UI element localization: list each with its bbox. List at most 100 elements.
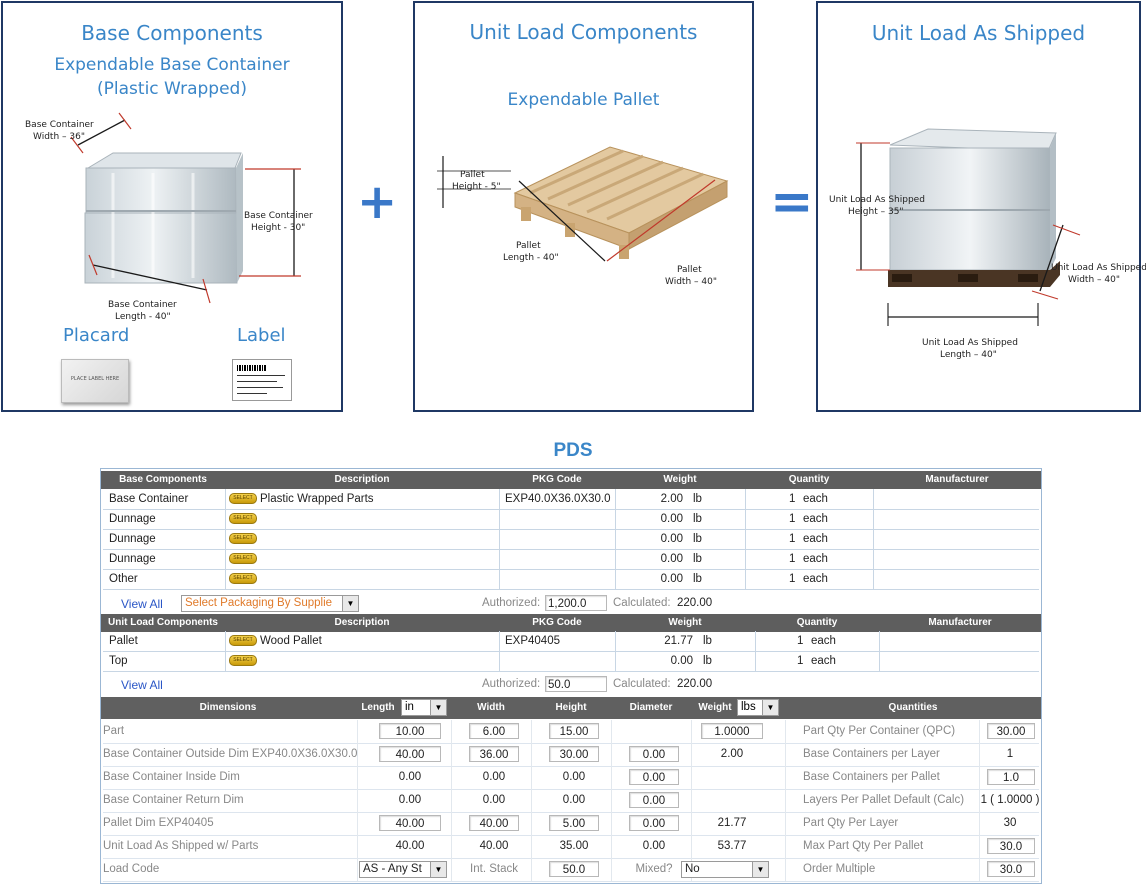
diameter-input[interactable]: 0.00	[629, 815, 679, 831]
select-button[interactable]: SELECT	[229, 553, 257, 565]
dimension-row: Base Container Inside Dim 0.00 0.00 0.00 0.0…	[103, 766, 1039, 790]
column-divider	[691, 766, 692, 789]
dimension-label: Unit Load As Shipped w/ Parts	[103, 840, 259, 852]
select-button[interactable]: SELECT	[229, 493, 257, 505]
quantity-input[interactable]: 1.0	[987, 769, 1035, 785]
chevron-down-icon[interactable]: ▼	[762, 700, 778, 715]
quantity-unit: each	[803, 553, 828, 565]
column-divider	[357, 743, 358, 766]
column-divider	[531, 720, 532, 743]
quantity-unit: each	[803, 533, 828, 545]
dimension-label: Base Container Inside Dim	[103, 771, 240, 783]
chevron-down-icon[interactable]: ▼	[342, 596, 358, 611]
length-input[interactable]: 40.00	[379, 815, 441, 831]
length-select-value: AS - Any St	[363, 863, 422, 875]
quantity-label: Base Containers per Pallet	[803, 771, 940, 783]
quantity-input[interactable]: 30.00	[987, 723, 1035, 739]
select-button[interactable]: SELECT	[229, 655, 257, 667]
component-name: Base Container	[109, 493, 189, 505]
pallet-width-annotation-line1: Pallet	[677, 265, 702, 275]
column-divider	[225, 489, 226, 509]
description-text: Wood Pallet	[260, 635, 322, 647]
quantity-value: 1 ( 1.0000 )	[980, 794, 1040, 806]
table-row: Dunnage SELECT 0.00 lb 1 each	[103, 549, 1039, 570]
column-divider	[785, 766, 786, 789]
length-input[interactable]: 40.00	[379, 746, 441, 762]
quantity-label: Max Part Qty Per Pallet	[803, 840, 924, 852]
authorized-input[interactable]: 50.0	[545, 676, 607, 692]
length-input[interactable]: 10.00	[379, 723, 441, 739]
chevron-down-icon[interactable]: ▼	[752, 862, 768, 877]
column-divider	[755, 651, 756, 671]
height-input[interactable]: 30.00	[549, 746, 599, 762]
header-quantities: Quantities	[888, 702, 938, 713]
pallet-height-annotation-line2: Height - 5"	[452, 182, 501, 192]
select-button[interactable]: SELECT	[229, 513, 257, 525]
quantity-input[interactable]: 30.0	[987, 838, 1035, 854]
header-height: Height	[555, 702, 587, 713]
quantity-unit: each	[803, 493, 828, 505]
diameter-input[interactable]: 0.00	[629, 769, 679, 785]
description-cell: SELECT	[229, 549, 260, 569]
chevron-down-icon[interactable]: ▼	[430, 862, 446, 877]
supplier-select-value: Select Packaging By Supplie	[185, 597, 333, 609]
column-divider	[615, 549, 616, 569]
height-input[interactable]: 5.00	[549, 815, 599, 831]
column-divider	[785, 812, 786, 835]
weight-input[interactable]: 1.0000	[701, 723, 763, 739]
column-divider	[531, 766, 532, 789]
column-divider	[691, 812, 692, 835]
width-input[interactable]: 40.00	[469, 815, 519, 831]
shipped-height-annotation-line1: Unit Load As Shipped	[829, 195, 925, 205]
quantity-label: Base Containers per Layer	[803, 748, 940, 760]
weight-value: 21.77	[717, 817, 747, 829]
quantity-label: Order Multiple	[803, 863, 876, 875]
width-input[interactable]: 6.00	[469, 723, 519, 739]
weight-unit: lb	[693, 513, 702, 525]
select-button[interactable]: SELECT	[229, 573, 257, 585]
diameter-input[interactable]: 0.00	[629, 792, 679, 808]
column-divider	[225, 651, 226, 671]
column-divider	[615, 631, 616, 651]
quantity-unit: each	[803, 573, 828, 585]
view-all-link[interactable]: View All	[121, 597, 163, 611]
select-button[interactable]: SELECT	[229, 533, 257, 545]
quantity-value: 1	[797, 635, 804, 647]
column-divider	[451, 720, 452, 743]
description-cell: SELECT Plastic Wrapped Parts	[229, 489, 374, 509]
supplier-select[interactable]: Select Packaging By Supplie ▼	[181, 595, 359, 612]
select-button[interactable]: SELECT	[229, 635, 257, 647]
dimension-label: Pallet Dim EXP40405	[103, 817, 214, 829]
length-unit-value: in	[405, 701, 414, 713]
weight-unit-select[interactable]: lbs ▼	[737, 699, 779, 716]
column-divider	[873, 529, 874, 549]
quantity-input[interactable]: 30.0	[987, 861, 1035, 877]
width-label: Int. Stack	[470, 863, 518, 875]
length-value: 0.00	[398, 794, 422, 806]
base-components-header: Base Components Description PKG Code Wei…	[101, 471, 1041, 489]
column-divider	[879, 631, 880, 651]
column-divider	[499, 509, 500, 529]
chevron-down-icon[interactable]: ▼	[430, 700, 446, 715]
height-input[interactable]: 15.00	[549, 723, 599, 739]
component-name: Dunnage	[109, 513, 156, 525]
width-input[interactable]: 36.00	[469, 746, 519, 762]
panel-title: Unit Load As Shipped	[871, 21, 1086, 45]
column-divider	[499, 489, 500, 509]
column-divider	[499, 631, 500, 651]
diameter-input[interactable]: 0.00	[629, 746, 679, 762]
quantity-unit: each	[803, 513, 828, 525]
column-divider	[611, 789, 612, 812]
view-all-link[interactable]: View All	[121, 678, 163, 692]
length-select[interactable]: AS - Any St ▼	[359, 861, 447, 878]
column-divider	[451, 789, 452, 812]
length-unit-select[interactable]: in ▼	[401, 699, 447, 716]
barcode-icon	[237, 365, 267, 371]
height-input[interactable]: 50.0	[549, 861, 599, 877]
weight-unit: lb	[693, 553, 702, 565]
component-name: Pallet	[109, 635, 138, 647]
weight-select[interactable]: No ▼	[681, 861, 769, 878]
base-footer: View All Select Packaging By Supplie ▼ A…	[101, 593, 1041, 615]
description-cell: SELECT	[229, 509, 260, 529]
authorized-input[interactable]: 1,200.0	[545, 595, 607, 611]
